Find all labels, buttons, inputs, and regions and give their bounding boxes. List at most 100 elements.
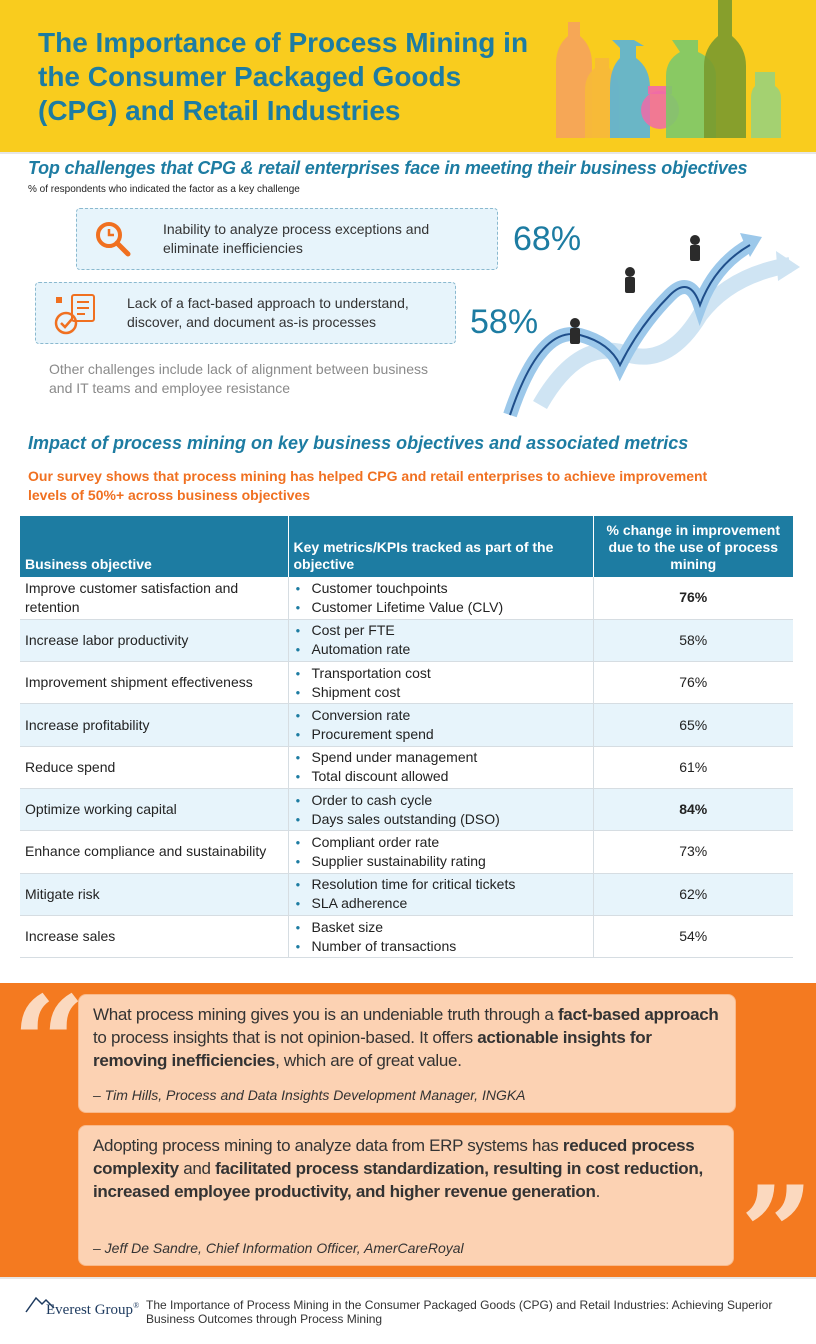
metric-item: Customer touchpoints [294,579,588,598]
objective-cell: Improvement shipment effectiveness [20,661,289,705]
improvement-cell: 61% [593,746,793,789]
column-header-metrics: Key metrics/KPIs tracked as part of the … [288,516,594,577]
table-row: Increase salesBasket sizeNumber of trans… [20,915,793,959]
challenge-card: Lack of a fact-based approach to underst… [35,282,456,344]
quote-emphasis: actionable insights for removing ineffic… [93,1028,652,1070]
column-header-objective: Business objective [20,516,289,577]
quote-segment: , which are of great value. [275,1051,462,1070]
impact-table: Business objective Key metrics/KPIs trac… [20,516,793,959]
challenges-subtitle: % of respondents who indicated the facto… [28,184,300,195]
metrics-cell: Transportation costShipment cost [288,661,594,705]
header-divider [0,152,816,154]
open-quote-icon: “ [12,969,86,1119]
metric-item: Shipment cost [294,683,588,702]
registered-mark: ® [133,1301,140,1310]
quote-segment: Adopting process mining to analyze data … [93,1136,563,1155]
column-header-improvement: % change in improvement due to the use o… [593,516,793,577]
improvement-cell: 58% [593,619,793,663]
header-banner: The Importance of Process Mining in the … [0,0,816,152]
objective-cell: Reduce spend [20,746,289,789]
table-header-row: Business objective Key metrics/KPIs trac… [20,516,793,577]
challenge-text: Lack of a fact-based approach to underst… [127,295,409,330]
close-quote-icon: ” [740,1159,814,1309]
objective-cell: Optimize working capital [20,788,289,832]
challenge-percentage: 58% [470,303,539,341]
metric-item: Cost per FTE [294,621,588,640]
improvement-cell: 76% [593,661,793,705]
metrics-cell: Order to cash cycleDays sales outstandin… [288,788,594,832]
metric-item: Resolution time for critical tickets [294,875,588,894]
quote-segment: What process mining gives you is an unde… [93,1005,558,1024]
improvement-cell: 76% [593,577,793,620]
metric-item: Supplier sustainability rating [294,852,588,871]
quote-segment: and [178,1159,216,1178]
quote-attribution: – Jeff De Sandre, Chief Information Offi… [93,1240,464,1256]
metric-item: Order to cash cycle [294,791,588,810]
metrics-cell: Spend under managementTotal discount all… [288,746,594,789]
product-bottles-illustration [556,0,781,138]
other-challenges-note: Other challenges include lack of alignme… [49,361,429,396]
metrics-cell: Basket sizeNumber of transactions [288,915,594,959]
magnifier-clock-icon [96,222,131,257]
quote-text: Adopting process mining to analyze data … [93,1134,723,1203]
challenge-percentage: 68% [513,220,582,258]
metric-item: Automation rate [294,640,588,659]
improvement-cell: 62% [593,873,793,916]
quote-emphasis: reduced process complexity [93,1136,695,1178]
improvement-cell: 84% [593,788,793,832]
table-row: Increase profitabilityConversion ratePro… [20,703,793,747]
metric-item: Compliant order rate [294,833,588,852]
improvement-cell: 73% [593,830,793,874]
logo-name: Everest Group [46,1302,134,1318]
metric-item: Number of transactions [294,937,588,956]
metric-item: Total discount allowed [294,767,588,786]
quote-text: What process mining gives you is an unde… [93,1003,723,1072]
quote-card: Adopting process mining to analyze data … [78,1125,734,1266]
metric-item: Conversion rate [294,706,588,725]
challenge-text: Inability to analyze process exceptions … [163,221,430,256]
quote-card: What process mining gives you is an unde… [78,994,736,1113]
metrics-cell: Resolution time for critical ticketsSLA … [288,873,594,916]
metrics-cell: Conversion rateProcurement spend [288,703,594,747]
table-row: Optimize working capitalOrder to cash cy… [20,788,793,832]
everest-group-logo [25,1296,55,1313]
objective-cell: Improve customer satisfaction and retent… [20,577,289,620]
table-row: Reduce spendSpend under managementTotal … [20,746,793,789]
document-checklist-icon [54,294,95,335]
table-row: Increase labor productivityCost per FTEA… [20,619,793,663]
quote-emphasis: facilitated process standardization, res… [93,1159,703,1201]
metric-item: Procurement spend [294,725,588,744]
challenge-card: Inability to analyze process exceptions … [76,208,498,270]
quote-attribution: – Tim Hills, Process and Data Insights D… [93,1087,526,1103]
impact-title: Impact of process mining on key business… [28,433,689,453]
metrics-cell: Cost per FTEAutomation rate [288,619,594,663]
impact-subtitle: Our survey shows that process mining has… [28,468,708,503]
metrics-cell: Customer touchpointsCustomer Lifetime Va… [288,577,594,620]
table-row: Improve customer satisfaction and retent… [20,577,793,620]
metric-item: Spend under management [294,748,588,767]
quote-segment: to process insights that is not opinion-… [93,1028,478,1047]
metrics-cell: Compliant order rateSupplier sustainabil… [288,830,594,874]
metric-item: SLA adherence [294,894,588,913]
objective-cell: Enhance compliance and sustainability [20,830,289,874]
objective-cell: Mitigate risk [20,873,289,916]
metric-item: Days sales outstanding (DSO) [294,810,588,829]
metric-item: Transportation cost [294,664,588,683]
objective-cell: Increase profitability [20,703,289,747]
metric-item: Customer Lifetime Value (CLV) [294,598,588,617]
table-row: Enhance compliance and sustainabilityCom… [20,830,793,874]
improvement-cell: 65% [593,703,793,747]
quote-segment: . [595,1182,601,1201]
growth-arrows-illustration [503,233,800,418]
table-row: Mitigate riskResolution time for critica… [20,873,793,916]
improvement-cell: 54% [593,915,793,959]
table-row: Improvement shipment effectivenessTransp… [20,661,793,705]
logo-text: Everest Group® [46,1301,139,1319]
page-title: The Importance of Process Mining in the … [38,27,529,126]
objective-cell: Increase sales [20,915,289,959]
footer-text: The Importance of Process Mining in the … [146,1298,773,1326]
footer-divider [0,1277,816,1279]
metric-item: Basket size [294,918,588,937]
objective-cell: Increase labor productivity [20,619,289,663]
quote-emphasis: fact-based approach [557,1005,719,1024]
